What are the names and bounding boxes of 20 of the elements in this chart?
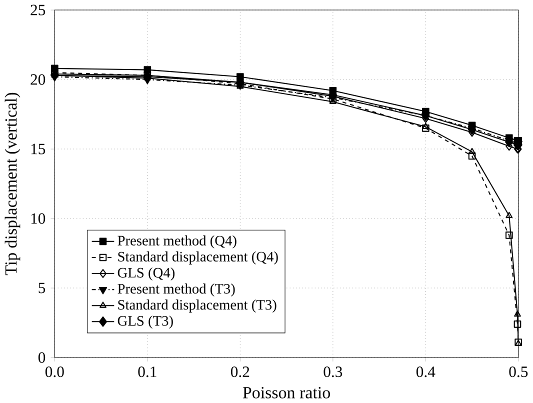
x-tick-label: 0.5 bbox=[509, 366, 528, 378]
legend-label: GLS (Q4) bbox=[118, 267, 175, 280]
y-tick-label: 25 bbox=[30, 4, 46, 16]
x-tick-label: 0.0 bbox=[45, 366, 64, 378]
x-axis-title: Poisson ratio bbox=[242, 386, 330, 398]
x-tick-label: 0.2 bbox=[230, 366, 250, 378]
x-tick-label: 0.4 bbox=[416, 366, 436, 378]
y-tick-label: 10 bbox=[31, 213, 46, 224]
y-tick-label: 5 bbox=[38, 282, 46, 294]
y-tick-label: 15 bbox=[31, 144, 46, 154]
x-tick-label: 0.1 bbox=[138, 366, 156, 378]
legend-label: GLS (T3) bbox=[118, 316, 173, 329]
y-tick-label: 0 bbox=[38, 352, 46, 363]
legend-label: Present method (Q4) bbox=[118, 235, 236, 248]
y-axis-title: Tip displacement (vertical) bbox=[4, 92, 20, 276]
y-tick-label: 20 bbox=[30, 74, 46, 85]
legend-label: Present method (T3) bbox=[118, 283, 235, 296]
legend-label: Standard displacement (Q4) bbox=[118, 251, 278, 264]
x-tick-label: 0.3 bbox=[324, 366, 342, 378]
legend-label: Standard displacement (T3) bbox=[118, 299, 276, 312]
